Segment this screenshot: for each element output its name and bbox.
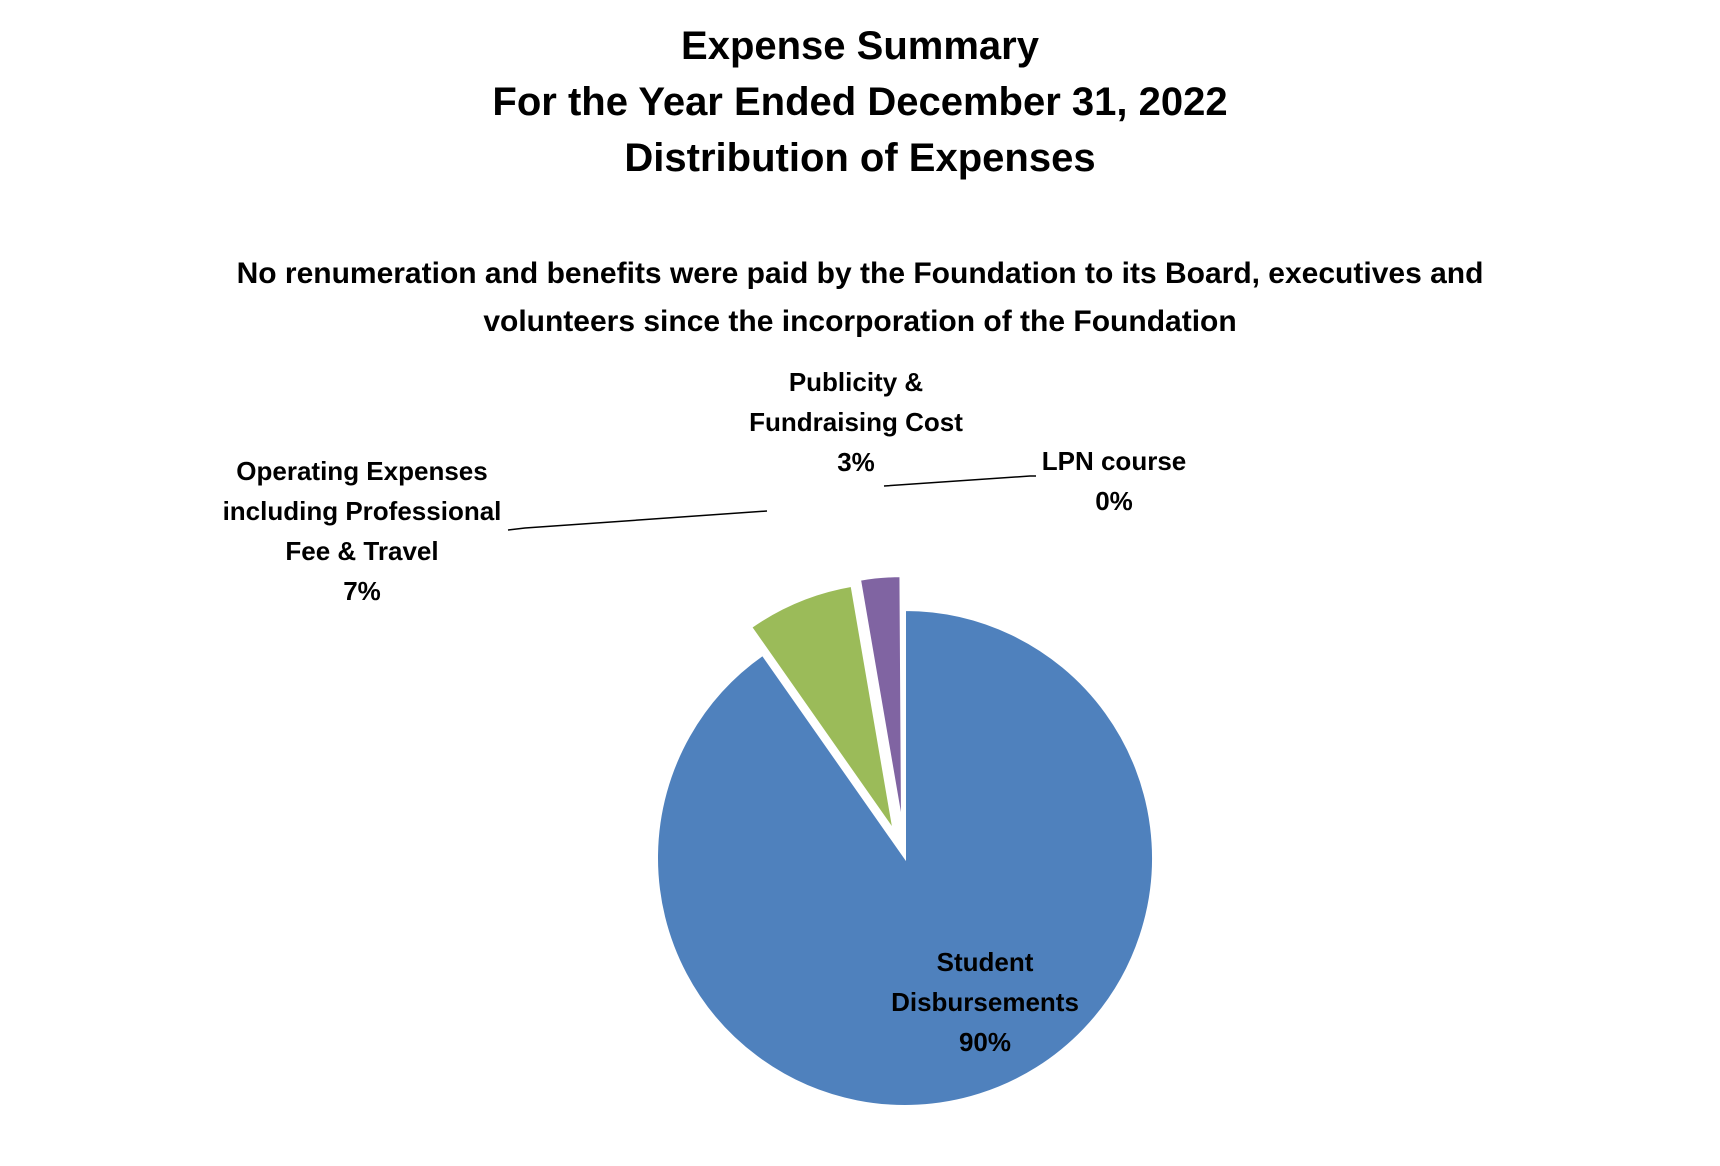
slice-label-0: Student Disbursements 90%: [891, 947, 1079, 1057]
slice-label-1: Operating Expenses including Professional…: [223, 456, 502, 606]
chart-title-line-1: Expense Summary: [681, 24, 1039, 68]
leader-line-1: [507, 510, 768, 531]
chart-note-line-1: No renumeration and benefits were paid b…: [236, 257, 1484, 290]
chart-note-line-2: volunteers since the incorporation of th…: [483, 305, 1237, 338]
leader-line-3: [883, 475, 1036, 487]
chart-title-line-3: Distribution of Expenses: [624, 136, 1096, 180]
pie-slice-2: [858, 575, 904, 825]
slice-label-2: Publicity & Fundraising Cost 3%: [749, 367, 963, 477]
slice-label-3: LPN course 0%: [1042, 446, 1187, 516]
chart-title-line-2: For the Year Ended December 31, 2022: [492, 80, 1228, 124]
pie-slice-1: [749, 584, 895, 831]
pie-slice-3: [902, 574, 906, 825]
pie-slice-0: [656, 608, 1154, 1107]
